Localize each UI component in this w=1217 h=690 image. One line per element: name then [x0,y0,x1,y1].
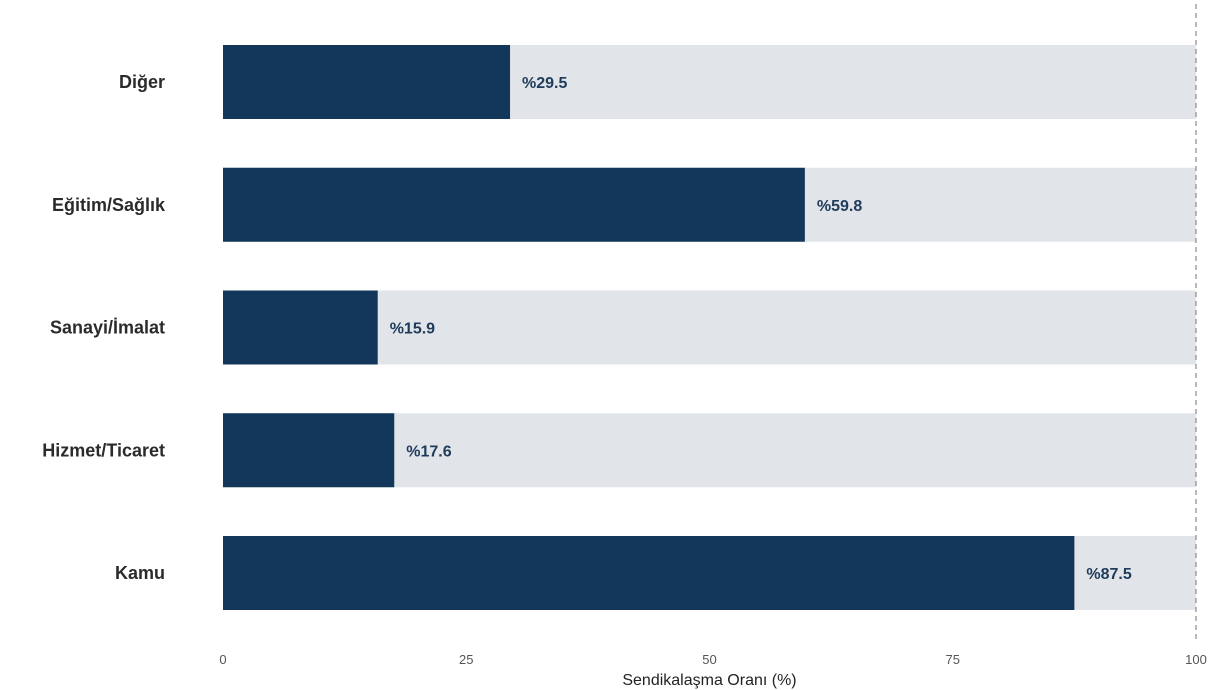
value-label-kamu: %87.5 [1086,566,1131,583]
category-label-hizmet-ticaret: Hizmet/Ticaret [42,440,165,460]
background-bar-sanayi-imalat [223,290,1196,365]
x-tick-100: 100 [1185,652,1207,667]
x-tick-75: 75 [946,652,960,667]
value-label-hizmet-ticaret: %17.6 [406,443,451,460]
bar-sanayi-imalat [223,290,378,365]
value-bars [223,45,1075,610]
category-label-sanayi-imalat: Sanayi/İmalat [50,318,165,338]
value-label-egitim-saglik: %59.8 [817,198,862,215]
value-label-sanayi-imalat: %15.9 [390,321,435,338]
category-label-egitim-saglik: Eğitim/Sağlık [52,195,166,215]
bar-diger [223,45,511,119]
bar-kamu [223,536,1075,610]
x-axis-ticks: 0 25 50 75 100 [219,652,1206,667]
bar-hizmet-ticaret [223,413,395,488]
value-label-diger: %29.5 [522,75,567,92]
x-tick-50: 50 [702,652,716,667]
value-labels: %29.5 %59.8 %15.9 %17.6 %87.5 [390,75,1132,583]
bar-egitim-saglik [223,167,805,242]
x-tick-25: 25 [459,652,473,667]
category-label-kamu: Kamu [115,563,165,583]
x-axis-title: Sendikalaşma Oranı (%) [622,672,796,689]
category-label-diger: Diğer [119,72,165,92]
x-tick-0: 0 [219,652,226,667]
category-labels: Diğer Eğitim/Sağlık Sanayi/İmalat Hizmet/Ti… [42,72,166,583]
